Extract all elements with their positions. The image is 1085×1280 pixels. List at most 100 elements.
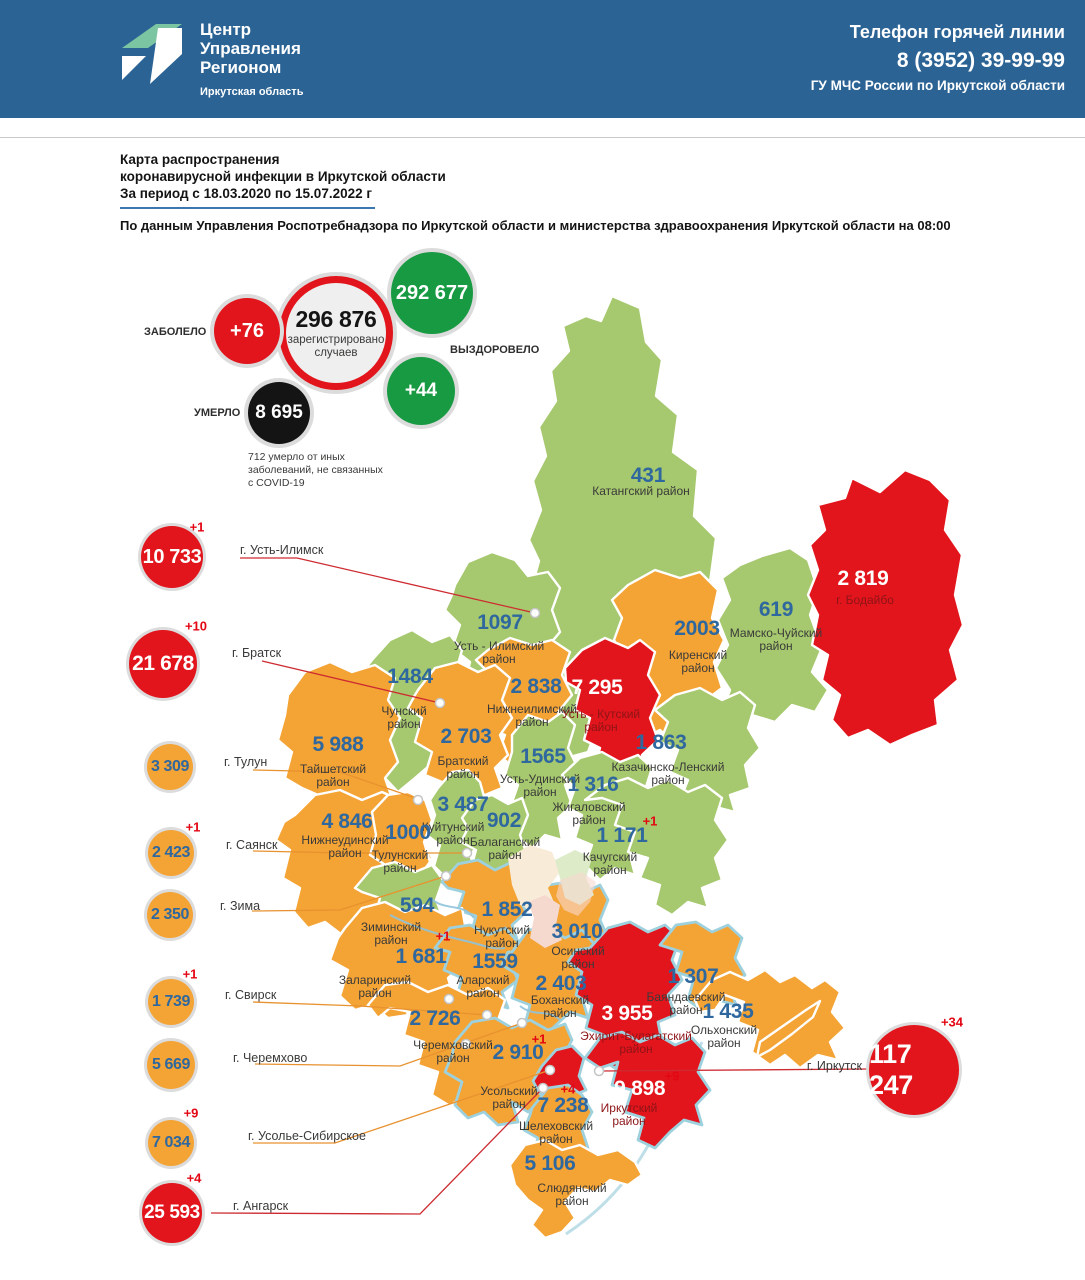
region-value-nukutsky: 1 852 bbox=[481, 898, 533, 921]
city-circle-tulun: 3 309 bbox=[147, 744, 193, 790]
region-value-ust-udinsky: 1565 bbox=[520, 745, 566, 768]
registered-caption: зарегистрировано случаев bbox=[287, 334, 385, 359]
hotline-title: Телефон горячей линии bbox=[849, 22, 1065, 42]
region-name-ekhirit-bulagatsky: Эхирит-Булагатский район bbox=[580, 1029, 692, 1056]
city-circle-bratsk: 21 678 bbox=[129, 630, 197, 698]
region-value-irkutsky: 19 898 bbox=[602, 1077, 666, 1100]
city-label-usolye-sibirskoye: г. Усолье-Сибирское bbox=[248, 1129, 366, 1143]
city-label-sayansk: г. Саянск bbox=[226, 838, 278, 852]
city-label-cheremkhovo: г. Черемхово bbox=[233, 1051, 308, 1065]
leader-line-ust-ilimsk bbox=[240, 557, 536, 614]
region-name-zhigalovsky: Жигаловский район bbox=[552, 800, 626, 827]
map-city-dot bbox=[544, 1064, 556, 1076]
died-label: УМЕРЛО bbox=[194, 407, 241, 419]
river-line-1 bbox=[389, 914, 506, 950]
city-delta-usolye-sibirskoye: +9 bbox=[183, 1105, 199, 1121]
map-city-dot bbox=[516, 1017, 528, 1029]
region-name-ust-kutsky: Усть - Кутский район bbox=[561, 707, 641, 734]
region-value-chunsky: 1484 bbox=[387, 665, 433, 688]
region-name-kirensky: Киренский район bbox=[668, 648, 728, 675]
region-shape-olkhon-island bbox=[755, 999, 822, 1059]
region-name-mamsko-chuysky: Мамско-Чуйский район bbox=[729, 626, 823, 653]
region-name-ziminsky: Зиминский район bbox=[360, 920, 422, 947]
river-line-2 bbox=[429, 897, 475, 919]
region-shape-faded-area-1 bbox=[508, 845, 560, 912]
region-value-balagansky: 902 bbox=[486, 809, 522, 832]
map-city-dot bbox=[440, 870, 452, 882]
region-shape-slyudyansky bbox=[508, 1138, 644, 1240]
region-value-bratsky: 2 703 bbox=[440, 725, 492, 748]
city-delta-svirsk: +1 bbox=[182, 966, 198, 982]
city-label-bratsk: г. Братск bbox=[232, 646, 282, 660]
map-city-dot bbox=[537, 1082, 549, 1094]
region-value-bokhansky: 2 403 bbox=[535, 972, 587, 995]
region-name-ust-udinsky: Усть-Удинский район bbox=[499, 772, 581, 799]
region-shape-irkutsky bbox=[583, 1030, 712, 1150]
city-delta-angarsk: +4 bbox=[186, 1170, 202, 1186]
sick-delta-circle: +76 bbox=[214, 298, 280, 364]
recovered-circle: 292 677 bbox=[391, 252, 473, 334]
died-note: 712 умерло от иных заболеваний, не связа… bbox=[248, 451, 383, 489]
logo-mark-icon bbox=[122, 24, 182, 84]
map-city-dot bbox=[434, 697, 446, 709]
region-name-bodaibo: г. Бодайбо bbox=[836, 593, 894, 607]
region-name-slyudyansky: Слюдянский район bbox=[537, 1181, 607, 1208]
title-underline bbox=[120, 207, 375, 209]
river-line-3 bbox=[519, 1005, 561, 1021]
region-shape-kachugsky bbox=[583, 776, 730, 917]
region-value-nizhneudinsky: 4 846 bbox=[321, 810, 373, 833]
leader-line-irkutsk bbox=[601, 1068, 869, 1072]
map-city-dot bbox=[460, 1038, 472, 1050]
region-name-tulunsky: Тулунский район bbox=[371, 848, 429, 875]
registered-value: 296 876 bbox=[295, 306, 377, 332]
region-delta-zalarinsky: +1 bbox=[435, 928, 451, 944]
title-block: Карта распространения коронавирусной инф… bbox=[120, 151, 951, 233]
leader-line-usolye-sibirskoye bbox=[253, 1069, 551, 1144]
city-circle-svirsk: 1 739 bbox=[148, 979, 194, 1025]
city-circle-zima: 2 350 bbox=[147, 892, 193, 938]
map-city-dot bbox=[481, 1009, 493, 1021]
region-value-zalarinsky: 1 681 bbox=[395, 945, 447, 968]
region-value-zhigalovsky: 1 316 bbox=[567, 773, 619, 796]
city-circle-sayansk: 2 423 bbox=[148, 830, 194, 876]
city-circle-angarsk: 25 593 bbox=[142, 1183, 202, 1243]
region-value-slyudyansky: 5 106 bbox=[524, 1152, 576, 1175]
region-value-kuytunsky: 3 487 bbox=[437, 793, 489, 816]
leader-line-cheremkhovo bbox=[254, 1022, 523, 1067]
region-value-kazachinsko-lensky: 1 863 bbox=[635, 731, 687, 754]
region-name-nukutsky: Нукутский район bbox=[473, 923, 531, 950]
region-name-kachugsky: Качугский район bbox=[582, 850, 638, 877]
region-name-bokhansky: Боханский район bbox=[530, 993, 590, 1020]
sick-label: ЗАБОЛЕЛО bbox=[144, 326, 207, 338]
hotline-org: ГУ МЧС России по Иркутской области bbox=[810, 78, 1065, 93]
region-name-balagansky: Балаганский район bbox=[469, 835, 541, 862]
city-label-tulun: г. Тулун bbox=[224, 755, 268, 769]
city-delta-sayansk: +1 bbox=[185, 819, 201, 835]
city-label-svirsk: г. Свирск bbox=[225, 988, 277, 1002]
region-name-katangsky: Катангский район bbox=[592, 484, 690, 498]
region-value-bodaibo: 2 819 bbox=[837, 567, 889, 590]
region-shape-olkhonsky bbox=[693, 968, 847, 1070]
map-city-dot bbox=[529, 607, 541, 619]
region-value-ust-ilimsky: 1097 bbox=[477, 611, 523, 634]
city-delta-irkutsk: +34 bbox=[940, 1014, 964, 1030]
region-name-alarsky: Аларский район bbox=[456, 973, 510, 1000]
region-name-kazachinsko-lensky: Казачинско-Ленский район bbox=[611, 760, 725, 787]
region-value-nizhneilimsky: 2 838 bbox=[510, 675, 562, 698]
map-title: Карта распространения коронавирусной инф… bbox=[120, 152, 446, 201]
recovered-delta-circle: +44 bbox=[387, 357, 455, 425]
region-name-shelekhovsky: Шелеховский район bbox=[518, 1119, 594, 1146]
region-name-nizhneilimsky: Нижнеилимский район bbox=[486, 702, 578, 729]
region-shape-bodaibo bbox=[806, 468, 965, 747]
city-circle-cheremkhovo: 5 669 bbox=[147, 1041, 195, 1089]
region-delta-irkutsky: +9 bbox=[664, 1068, 680, 1084]
city-circle-usolye-sibirskoye: 7 034 bbox=[148, 1120, 194, 1166]
region-name-olkhonsky: Ольхонский район bbox=[690, 1023, 758, 1050]
died-circle: 8 695 bbox=[248, 382, 310, 444]
region-value-bayandaevsky: 1 307 bbox=[667, 965, 719, 988]
region-name-usolsky: Усольский район bbox=[480, 1084, 538, 1111]
logo-title: Центр Управления Регионом bbox=[200, 20, 301, 77]
city-circle-ust-ilimsk: 10 733 bbox=[141, 526, 203, 588]
